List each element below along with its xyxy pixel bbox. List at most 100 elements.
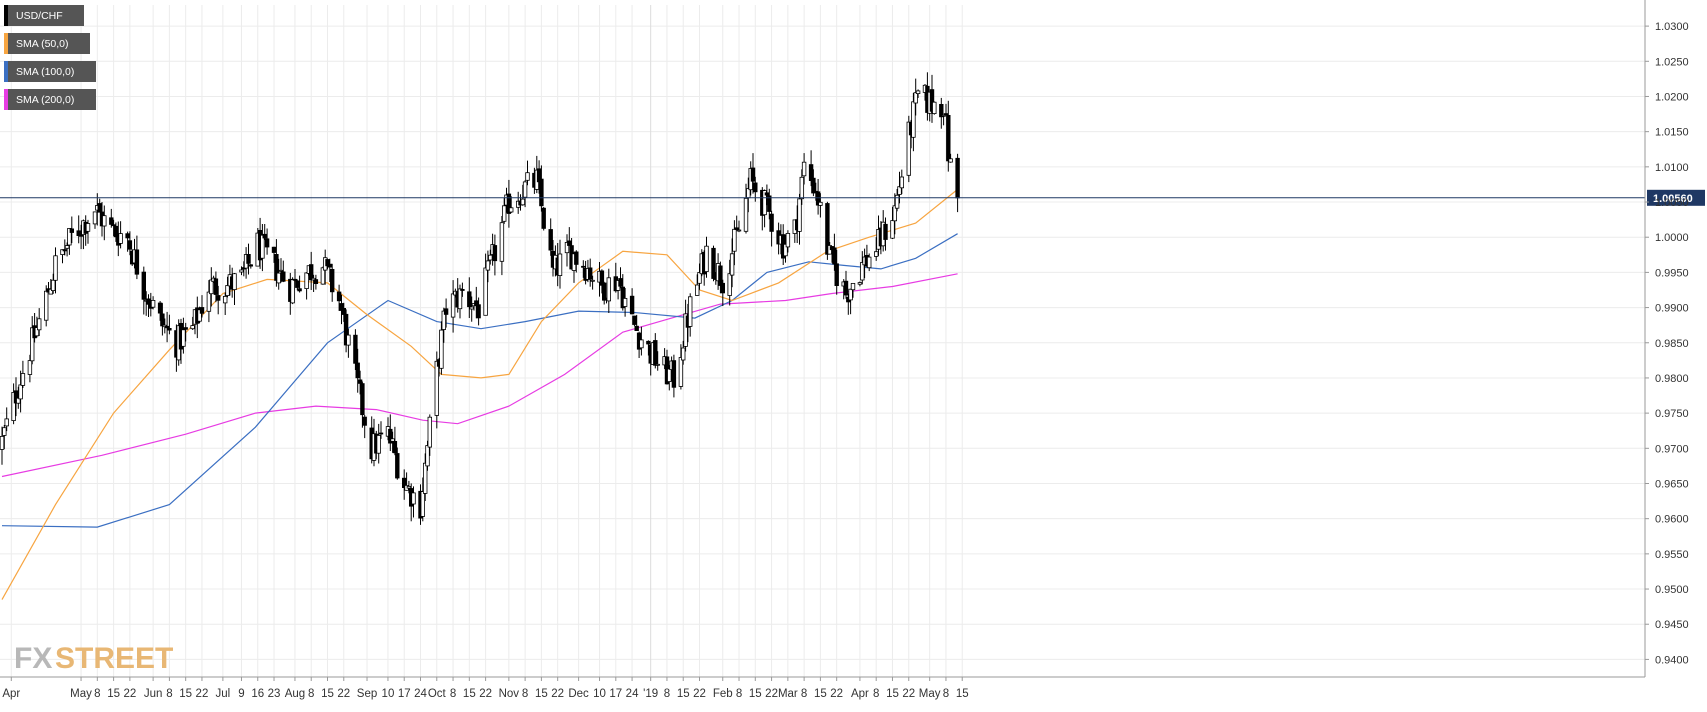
candle-down — [262, 233, 267, 239]
legend-swatch — [4, 33, 8, 54]
x-tick-label: 8 — [308, 688, 314, 700]
candle-up — [557, 253, 563, 277]
candle-down — [69, 228, 74, 233]
candle-down — [764, 192, 770, 196]
candle-up — [190, 325, 195, 330]
candle-up — [150, 299, 156, 308]
candle-down — [62, 249, 67, 252]
candle-down — [750, 167, 756, 182]
candle-down — [125, 233, 130, 239]
candle-down — [353, 334, 358, 364]
candle-down — [467, 291, 472, 308]
candle-down — [97, 203, 102, 213]
x-tick-label: 15 — [535, 688, 548, 700]
legend-swatch — [4, 61, 8, 82]
candle-up — [678, 357, 684, 387]
y-tick-label: 0.9500 — [1655, 584, 1689, 596]
candle-down — [360, 383, 365, 416]
candle-up — [483, 267, 488, 316]
candle-up — [727, 273, 732, 296]
candle-up — [85, 223, 91, 232]
candle-down — [327, 263, 332, 268]
candle-down — [329, 268, 335, 293]
x-tick-label: Apr — [2, 688, 20, 700]
y-tick-label: 1.0150 — [1655, 127, 1689, 139]
x-tick-label: 15 — [107, 688, 120, 700]
y-tick-label: 0.9900 — [1655, 303, 1689, 315]
candle-up — [622, 297, 628, 307]
candle-down — [308, 264, 314, 281]
candle-up — [488, 254, 493, 261]
y-tick-label: 1.0100 — [1655, 162, 1689, 174]
x-tick-label: 8 — [801, 688, 807, 700]
candle-down — [946, 115, 951, 162]
x-tick-label: 22 — [693, 688, 706, 700]
candle-down — [146, 298, 151, 305]
candle-up — [304, 272, 309, 289]
x-tick-label: '19 — [643, 688, 658, 700]
x-tick-label: 8 — [736, 688, 742, 700]
y-tick-label: 1.0250 — [1655, 56, 1689, 68]
candle-down — [720, 282, 725, 294]
candle-up — [225, 285, 230, 297]
x-tick-label: Mar — [778, 688, 798, 700]
candle-up — [850, 282, 856, 291]
candle-up — [209, 279, 214, 295]
candle-down — [492, 245, 498, 262]
candle-up — [427, 416, 432, 448]
candle-up — [732, 228, 737, 252]
candle-down — [588, 267, 593, 280]
candle-up — [499, 222, 505, 262]
candle-up — [941, 114, 946, 117]
sma-50-line — [1, 188, 958, 600]
candle-down — [213, 278, 219, 295]
candle-up — [797, 198, 802, 232]
candle-down — [160, 313, 165, 327]
candle-up — [590, 279, 595, 282]
y-tick-label: 0.9600 — [1655, 514, 1689, 526]
legend-box — [4, 61, 96, 82]
candle-up — [222, 295, 228, 304]
candle-up — [29, 327, 35, 362]
axes: 1.0300 1.0250 1.0200 1.0150 1.0100 1.0050 1.00… — [0, 0, 1689, 700]
x-tick-label: 22 — [123, 688, 136, 700]
candle-up — [655, 363, 660, 366]
candle-down — [264, 238, 270, 248]
candle-down — [292, 278, 298, 281]
x-tick-label: 22 — [830, 688, 843, 700]
candle-down — [939, 104, 944, 118]
candle-up — [439, 329, 444, 369]
x-tick-label: 22 — [337, 688, 350, 700]
candle-up — [743, 197, 749, 232]
candle-up — [34, 327, 40, 337]
y-tick-label: 1.0000 — [1655, 232, 1689, 244]
candle-up — [915, 90, 921, 95]
legend-swatch — [4, 89, 8, 110]
candle-up — [276, 272, 281, 284]
candle-down — [671, 360, 677, 388]
candle-up — [874, 251, 879, 257]
candle-down — [808, 164, 814, 182]
x-tick-label: 17 — [609, 688, 622, 700]
x-tick-label: 8 — [166, 688, 172, 700]
x-tick-label: Aug — [285, 688, 305, 700]
current-price-badge — [1647, 189, 1705, 206]
candle-up — [2, 427, 7, 436]
candle-down — [78, 234, 84, 237]
candle-down — [134, 249, 140, 275]
candle-down — [767, 195, 772, 212]
candle-up — [762, 190, 767, 216]
candle-up — [848, 288, 853, 301]
legend-label: USD/CHF — [16, 10, 63, 22]
candle-up — [92, 211, 98, 225]
x-tick-label: Apr — [851, 688, 869, 700]
candle-down — [943, 113, 949, 116]
candle-down — [832, 247, 837, 265]
candle-up — [697, 272, 702, 284]
x-tick-label: Jun — [144, 688, 163, 700]
candle-down — [646, 340, 651, 345]
candle-down — [629, 295, 635, 315]
candle-up — [783, 243, 788, 257]
